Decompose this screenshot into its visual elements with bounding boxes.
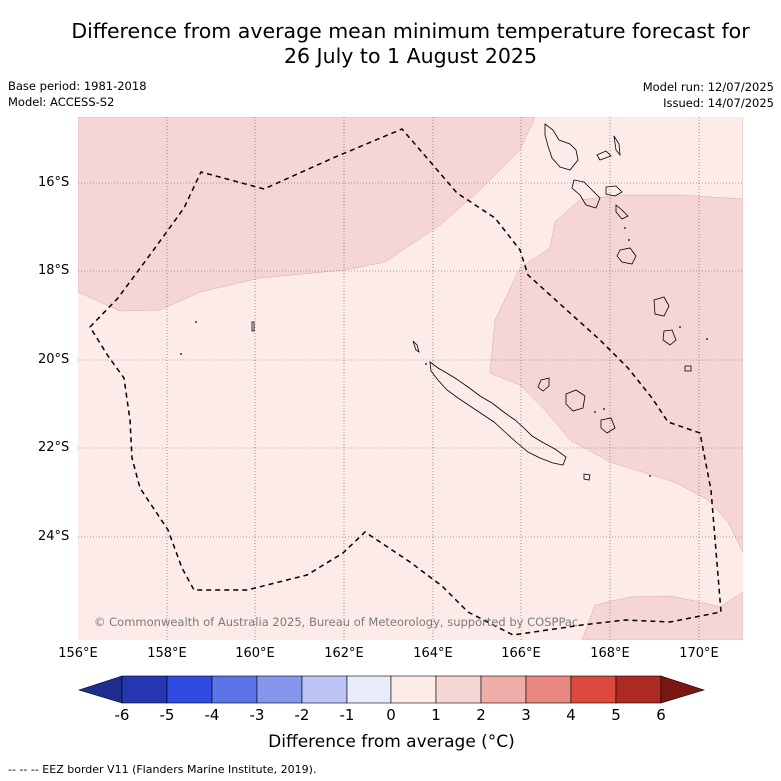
lon-label: 166°E [501,646,541,661]
copyright-notice: © Commonwealth of Australia 2025, Bureau… [94,615,578,629]
title-line-2: 26 July to 1 August 2025 [283,44,538,68]
meta-right: Model run: 12/07/2025 Issued: 14/07/2025 [643,79,774,111]
gridlines [78,117,743,640]
colorbar-bin [390,675,437,704]
lon-label: 162°E [324,646,364,661]
efate-island [616,247,637,265]
colorbar-bin [525,675,572,704]
lon-label: 156°E [58,646,98,661]
colorbar-tick-label: -1 [339,706,355,724]
maewo-island [613,135,621,157]
model-run: Model run: 12/07/2025 [642,80,774,94]
lon-label: 160°E [235,646,275,661]
colorbar-tick-label: -4 [204,706,220,724]
eez-border [89,128,722,636]
title-line-1: Difference from average mean minimum tem… [71,19,750,43]
belep-islets [412,340,420,353]
ambae-island [596,150,612,161]
colorbar-bin [166,675,213,704]
colorbar-tick-label: 6 [656,706,666,724]
erromango-island [653,296,670,317]
malakula-island [571,179,601,209]
colorbar-tick-label: -3 [249,706,265,724]
lat-label: 18°S [38,263,70,278]
tanna-island [662,329,677,346]
colorbar-tick-label: 4 [566,706,576,724]
anomaly-region-1-2-north [78,117,536,312]
colorbar-tick-label: 2 [476,706,486,724]
lon-label: 170°E [679,646,719,661]
lat-label: 22°S [38,440,70,455]
walpole-islet [251,321,255,332]
colorbar-bin [256,675,303,704]
map-title: Difference from average mean minimum tem… [0,19,781,69]
colorbar-bin [435,675,482,704]
colorbar-bin [570,675,617,704]
colorbar-bin [615,675,662,704]
colorbar-bin [211,675,258,704]
lon-label: 158°E [147,646,187,661]
lat-label: 16°S [38,175,70,190]
map-area: © Commonwealth of Australia 2025, Bureau… [78,117,743,640]
new-caledonia-island [429,361,567,466]
lon-label: 168°E [590,646,630,661]
eez-footnote: -- -- -- EEZ border V11 (Flanders Marine… [8,763,317,776]
colorbar-tick-label: -2 [294,706,310,724]
small-islets [180,227,708,477]
colorbar-title: Difference from average (°C) [268,732,515,752]
colorbar-bin [301,675,348,704]
colorbar-bin [121,675,168,704]
colorbar-tick-label: -6 [114,706,130,724]
colorbar-extend-high [660,675,706,704]
colorbar-tick-label: 5 [611,706,621,724]
colorbar-bin [480,675,527,704]
colorbar-extend-low [77,675,123,704]
colorbar-tick-label: 3 [521,706,531,724]
anomaly-region-1-2-south [581,591,743,640]
pentecost-ambrym-islands [605,185,623,197]
issued-date: Issued: 14/07/2025 [663,96,774,110]
ouvea-island [537,377,550,392]
base-period: Base period: 1981-2018 [8,79,147,93]
aneityum-island [684,365,692,372]
isle-of-pines [583,473,591,481]
espiritu-santo-island [544,123,579,171]
colorbar-bin [346,675,392,704]
model-name: Model: ACCESS-S2 [8,95,115,109]
colorbar-tick-label: -5 [159,706,175,724]
colorbar-tick-label: 1 [431,706,441,724]
mare-island [600,417,616,434]
colorbar [77,675,706,704]
lat-label: 24°S [38,529,70,544]
lon-label: 164°E [413,646,453,661]
epi-shepherd-islands [615,204,629,220]
meta-left: Base period: 1981-2018 Model: ACCESS-S2 [8,78,147,110]
anomaly-region-1-2-east [489,117,743,553]
colorbar-tick-label: 0 [386,706,396,724]
lifou-island [565,389,586,412]
lat-label: 20°S [38,352,70,367]
